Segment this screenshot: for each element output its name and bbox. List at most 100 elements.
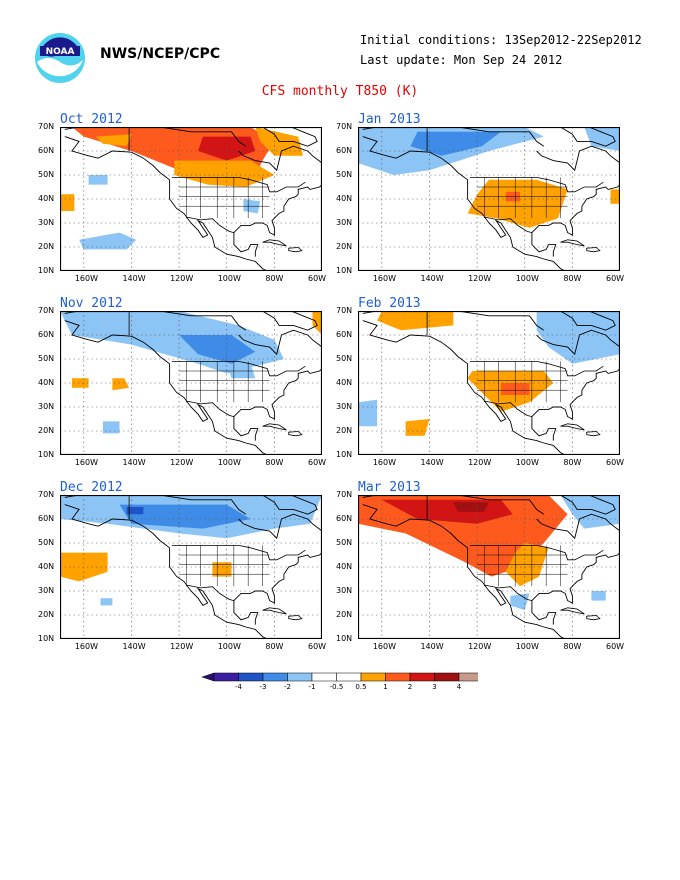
colorbar-swatch bbox=[262, 672, 288, 682]
lon-label: 120W bbox=[468, 274, 492, 283]
lon-label: 160W bbox=[372, 642, 396, 651]
lat-label: 20N bbox=[38, 610, 55, 619]
anomaly-region bbox=[102, 421, 120, 434]
lat-label: 50N bbox=[38, 538, 55, 547]
lon-label: 140W bbox=[122, 642, 146, 651]
coastline bbox=[64, 495, 247, 515]
lon-label: 160W bbox=[74, 642, 98, 651]
anomaly-region bbox=[453, 502, 489, 512]
lat-label: 40N bbox=[336, 562, 353, 571]
lat-label: 60N bbox=[38, 330, 55, 339]
map-canvas-feb bbox=[358, 311, 620, 455]
lon-label: 60W bbox=[308, 274, 327, 283]
colorbar-label: 4 bbox=[457, 683, 462, 691]
coastline bbox=[233, 184, 322, 257]
anomaly-region bbox=[79, 232, 137, 250]
lat-label: 30N bbox=[336, 402, 353, 411]
lon-label: 100W bbox=[217, 458, 241, 467]
coastline bbox=[536, 145, 620, 172]
colorbar-label: -3 bbox=[260, 683, 267, 691]
lon-label: 100W bbox=[217, 274, 241, 283]
initial-conditions: Initial conditions: 13Sep2012-22Sep2012 bbox=[360, 33, 642, 47]
coastline bbox=[262, 127, 318, 147]
island-outline bbox=[560, 607, 585, 615]
lon-label: 100W bbox=[515, 642, 539, 651]
political-border bbox=[171, 361, 306, 377]
coastline bbox=[362, 495, 545, 515]
lon-label: 100W bbox=[515, 458, 539, 467]
political-border bbox=[186, 216, 234, 233]
island-outline bbox=[288, 431, 303, 437]
anomaly-region bbox=[377, 311, 454, 331]
colorbar-swatch bbox=[434, 672, 460, 682]
colorbar-swatch bbox=[458, 672, 478, 682]
lon-label: 160W bbox=[372, 274, 396, 283]
lat-label: 30N bbox=[336, 218, 353, 227]
lat-label: 10N bbox=[336, 634, 353, 643]
coastline bbox=[233, 368, 322, 441]
lat-label: 20N bbox=[336, 426, 353, 435]
lon-label: 60W bbox=[606, 458, 625, 467]
lat-label: 10N bbox=[38, 266, 55, 275]
anomaly-region bbox=[179, 335, 256, 364]
colorbar-swatch bbox=[238, 672, 264, 682]
political-border bbox=[186, 584, 234, 601]
lat-label: 40N bbox=[38, 378, 55, 387]
colorbar-swatch bbox=[360, 672, 386, 682]
colorbar-swatch bbox=[213, 672, 239, 682]
colorbar-label: 0.5 bbox=[355, 683, 366, 691]
coastline bbox=[64, 311, 247, 331]
lon-label: 160W bbox=[372, 458, 396, 467]
anomaly-region bbox=[95, 134, 132, 147]
panel-title-feb: Feb 2013 bbox=[358, 296, 421, 311]
political-border bbox=[469, 177, 604, 193]
island-outline bbox=[288, 615, 303, 621]
lon-label: 80W bbox=[563, 642, 582, 651]
island-outline bbox=[262, 423, 287, 431]
island-outline bbox=[586, 615, 601, 621]
lat-label: 50N bbox=[336, 538, 353, 547]
political-border bbox=[186, 400, 234, 417]
colorbar-swatch bbox=[311, 672, 337, 682]
colorbar-swatch bbox=[287, 672, 313, 682]
lat-label: 50N bbox=[38, 354, 55, 363]
lat-label: 40N bbox=[336, 194, 353, 203]
lat-label: 70N bbox=[336, 122, 353, 131]
colorbar-label: 3 bbox=[432, 683, 436, 691]
coastline bbox=[531, 368, 620, 441]
colorbar-label: 2 bbox=[408, 683, 412, 691]
noaa-logo-icon: NOAA bbox=[35, 33, 85, 83]
anomaly-region bbox=[312, 311, 322, 335]
lon-label: 140W bbox=[420, 274, 444, 283]
lat-label: 10N bbox=[38, 634, 55, 643]
anomaly-region bbox=[112, 378, 130, 391]
anomaly-region bbox=[410, 131, 501, 156]
map-panel-feb bbox=[358, 311, 620, 455]
panel-title-oct: Oct 2012 bbox=[60, 112, 123, 127]
political-border bbox=[484, 400, 532, 417]
anomaly-region bbox=[560, 495, 620, 529]
coastline bbox=[238, 513, 322, 540]
lat-label: 30N bbox=[38, 402, 55, 411]
map-panel-jan bbox=[358, 127, 620, 271]
lon-label: 160W bbox=[74, 274, 98, 283]
anomaly-region bbox=[126, 507, 144, 515]
coastline bbox=[362, 127, 545, 147]
coastline bbox=[531, 552, 620, 625]
anomaly-region bbox=[174, 160, 275, 187]
lon-label: 80W bbox=[265, 642, 284, 651]
panel-title-jan: Jan 2013 bbox=[358, 112, 421, 127]
lon-label: 60W bbox=[308, 458, 327, 467]
lon-label: 140W bbox=[122, 274, 146, 283]
lat-label: 30N bbox=[336, 586, 353, 595]
island-outline bbox=[288, 247, 303, 253]
anomaly-region bbox=[584, 127, 620, 151]
anomaly-region bbox=[119, 504, 251, 529]
lon-label: 80W bbox=[265, 458, 284, 467]
coastline bbox=[64, 136, 287, 271]
panel-title-mar: Mar 2013 bbox=[358, 480, 421, 495]
map-panel-oct bbox=[60, 127, 322, 271]
lon-label: 80W bbox=[265, 274, 284, 283]
lat-label: 60N bbox=[336, 146, 353, 155]
lon-label: 140W bbox=[420, 642, 444, 651]
